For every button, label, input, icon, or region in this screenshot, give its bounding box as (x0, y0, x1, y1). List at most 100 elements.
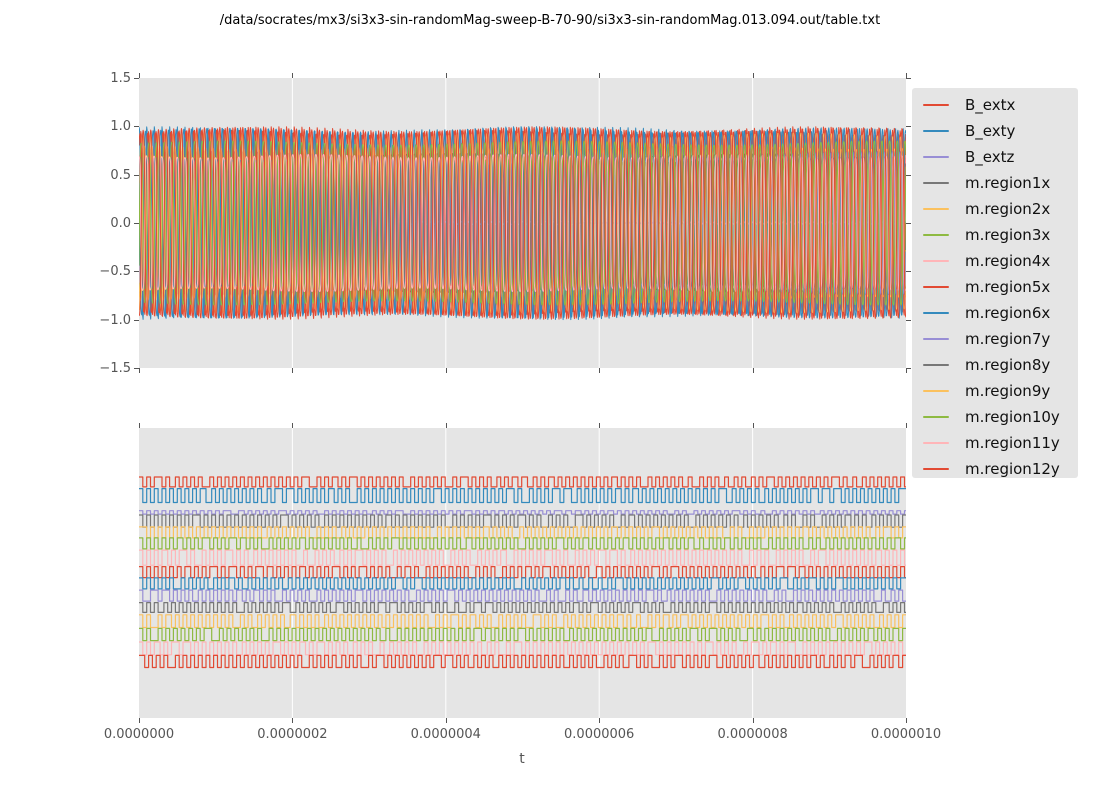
x-tick-label: 0.0000000 (103, 727, 175, 742)
tick-mark (134, 78, 139, 79)
legend-entry: B_extz (912, 144, 1078, 170)
series-B_extz (139, 510, 906, 515)
tick-mark (139, 73, 140, 78)
legend-label: B_extz (965, 147, 1015, 166)
tick-mark (134, 320, 139, 321)
plot-background (139, 428, 906, 718)
tick-mark (906, 223, 911, 224)
series-B_extx (139, 476, 906, 488)
y-tick-label: −0.5 (99, 264, 131, 280)
legend-entry: m.region4x (912, 248, 1078, 274)
legend-entry: m.region1x (912, 170, 1078, 196)
legend-entry: m.region10y (912, 404, 1078, 430)
tick-mark (599, 73, 600, 78)
legend-label: m.region10y (965, 407, 1060, 426)
tick-mark (906, 423, 907, 428)
legend-line-sample (923, 208, 949, 210)
tick-mark (292, 368, 293, 373)
legend-entry: m.region3x (912, 222, 1078, 248)
series-m.region3x (139, 537, 906, 550)
series-m.region9y (139, 614, 906, 629)
legend-entry: m.region6x (912, 300, 1078, 326)
tick-mark (753, 423, 754, 428)
legend-entry: m.region7y (912, 326, 1078, 352)
tick-mark (134, 271, 139, 272)
x-tick-label: 0.0000006 (564, 727, 635, 742)
y-tick-label: −1.0 (99, 312, 131, 328)
legend-line-sample (923, 156, 949, 158)
series-m.region10y (139, 627, 906, 642)
legend: B_extx B_exty B_extz m.region1x m.region2x m.… (912, 88, 1078, 478)
legend-entry: m.region5x (912, 274, 1078, 300)
legend-label: m.region9y (965, 381, 1051, 400)
legend-entry: m.region9y (912, 378, 1078, 404)
tick-mark (753, 73, 754, 78)
tick-mark (446, 718, 447, 723)
bottom-plot-canvas (139, 428, 906, 718)
tick-mark (906, 78, 911, 79)
series-m.region12y (139, 126, 906, 320)
series-m.region8y (139, 602, 906, 613)
legend-entry: m.region11y (912, 430, 1078, 456)
legend-line-sample (923, 442, 949, 444)
y-tick-label: 0.5 (110, 167, 131, 183)
legend-label: m.region11y (965, 433, 1060, 452)
legend-line-sample (923, 468, 949, 470)
top-plot-canvas (139, 78, 906, 368)
tick-mark (906, 320, 911, 321)
legend-entry: m.region2x (912, 196, 1078, 222)
series-m.region12y (139, 654, 906, 669)
y-tick-label: 0.0 (110, 216, 131, 231)
tick-mark (906, 718, 907, 723)
tick-mark (446, 423, 447, 428)
legend-label: m.region6x (965, 303, 1051, 322)
y-tick-label: 1.0 (110, 119, 131, 135)
bottom-plot-area (139, 428, 906, 718)
x-tick-label: 0.0000004 (410, 727, 481, 742)
legend-label: B_extx (965, 95, 1016, 114)
legend-entry: m.region8y (912, 352, 1078, 378)
x-axis-label: t (519, 751, 525, 767)
tick-mark (753, 718, 754, 723)
tick-mark (292, 718, 293, 723)
tick-mark (446, 368, 447, 373)
series-m.region1x (139, 514, 906, 528)
tick-mark (134, 126, 139, 127)
tick-mark (139, 423, 140, 428)
legend-entry: m.region12y (912, 456, 1078, 482)
tick-mark (906, 73, 907, 78)
tick-mark (139, 368, 140, 373)
legend-line-sample (923, 390, 949, 392)
legend-label: m.region4x (965, 251, 1051, 270)
legend-label: m.region3x (965, 225, 1051, 244)
figure-title: /data/socrates/mx3/si3x3-sin-randomMag-s… (219, 13, 881, 28)
tick-mark (292, 73, 293, 78)
tick-mark (446, 73, 447, 78)
series-m.region6x (139, 577, 906, 590)
tick-mark (599, 423, 600, 428)
legend-entry: B_extx (912, 92, 1078, 118)
tick-mark (134, 223, 139, 224)
legend-label: m.region12y (965, 459, 1060, 478)
series-m.region7y (139, 589, 906, 602)
top-plot-area (139, 78, 906, 368)
legend-line-sample (923, 416, 949, 418)
tick-mark (906, 126, 911, 127)
legend-label: m.region5x (965, 277, 1051, 296)
tick-mark (906, 368, 907, 373)
legend-line-sample (923, 260, 949, 262)
series-m.region10y (139, 140, 906, 306)
y-tick-label: 1.5 (110, 71, 131, 86)
legend-label: m.region1x (965, 173, 1051, 192)
x-tick-label: 0.0000002 (257, 727, 328, 742)
legend-label: m.region7y (965, 329, 1051, 348)
legend-line-sample (923, 182, 949, 184)
tick-mark (906, 368, 911, 369)
legend-line-sample (923, 312, 949, 314)
legend-line-sample (923, 104, 949, 106)
tick-mark (139, 718, 140, 723)
legend-label: m.region8y (965, 355, 1051, 374)
legend-line-sample (923, 234, 949, 236)
tick-mark (753, 368, 754, 373)
